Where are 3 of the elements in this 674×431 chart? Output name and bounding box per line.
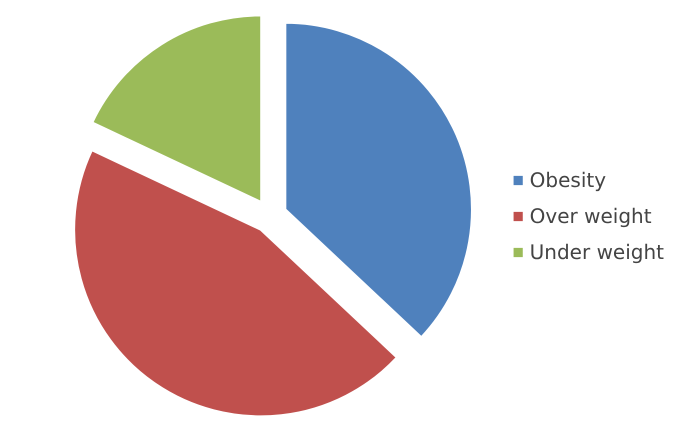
legend-label: Obesity: [530, 168, 606, 192]
legend-label: Over weight: [530, 204, 652, 228]
legend-label: Under weight: [530, 240, 664, 264]
